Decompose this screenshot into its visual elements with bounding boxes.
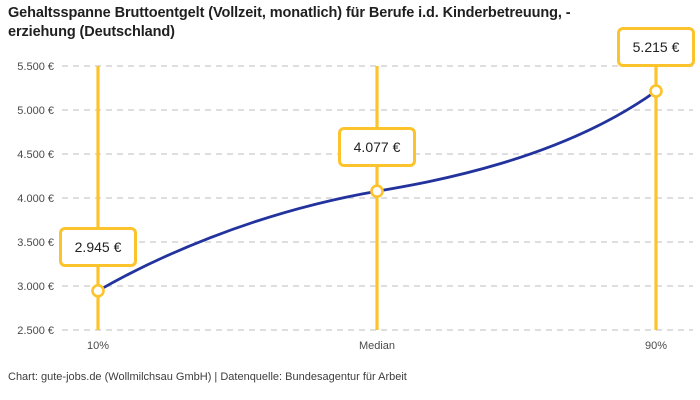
x-axis-tick-label: Median	[359, 340, 395, 352]
chart-title-line1: Gehaltsspanne Bruttoentgelt (Vollzeit, m…	[8, 5, 571, 21]
value-label-text: 2.945 €	[74, 238, 122, 255]
data-point-marker[interactable]	[91, 284, 105, 298]
chart-title: Gehaltsspanne Bruttoentgelt (Vollzeit, m…	[8, 4, 692, 42]
y-axis-tick-label: 5.500 €	[17, 61, 54, 73]
chart-title-line2: erziehung (Deutschland)	[8, 24, 175, 40]
data-point-marker[interactable]	[649, 84, 663, 98]
y-axis-tick-label: 4.000 €	[17, 193, 54, 205]
x-axis-tick-label: 90%	[645, 340, 667, 352]
y-axis-tick-label: 4.500 €	[17, 149, 54, 161]
y-axis-tick-label: 3.500 €	[17, 237, 54, 249]
y-axis-tick-label: 2.500 €	[17, 325, 54, 337]
value-label-box: 5.215 €	[617, 27, 695, 68]
chart-footer: Chart: gute-jobs.de (Wollmilchsau GmbH) …	[8, 371, 407, 383]
value-label-text: 4.077 €	[353, 139, 401, 156]
value-label-box: 4.077 €	[338, 127, 416, 168]
y-axis-tick-label: 3.000 €	[17, 281, 54, 293]
value-label-box: 2.945 €	[59, 226, 137, 267]
y-axis-tick-label: 5.000 €	[17, 105, 54, 117]
value-label-text: 5.215 €	[632, 39, 680, 56]
x-axis-tick-label: 10%	[87, 340, 109, 352]
data-point-marker[interactable]	[370, 184, 384, 199]
